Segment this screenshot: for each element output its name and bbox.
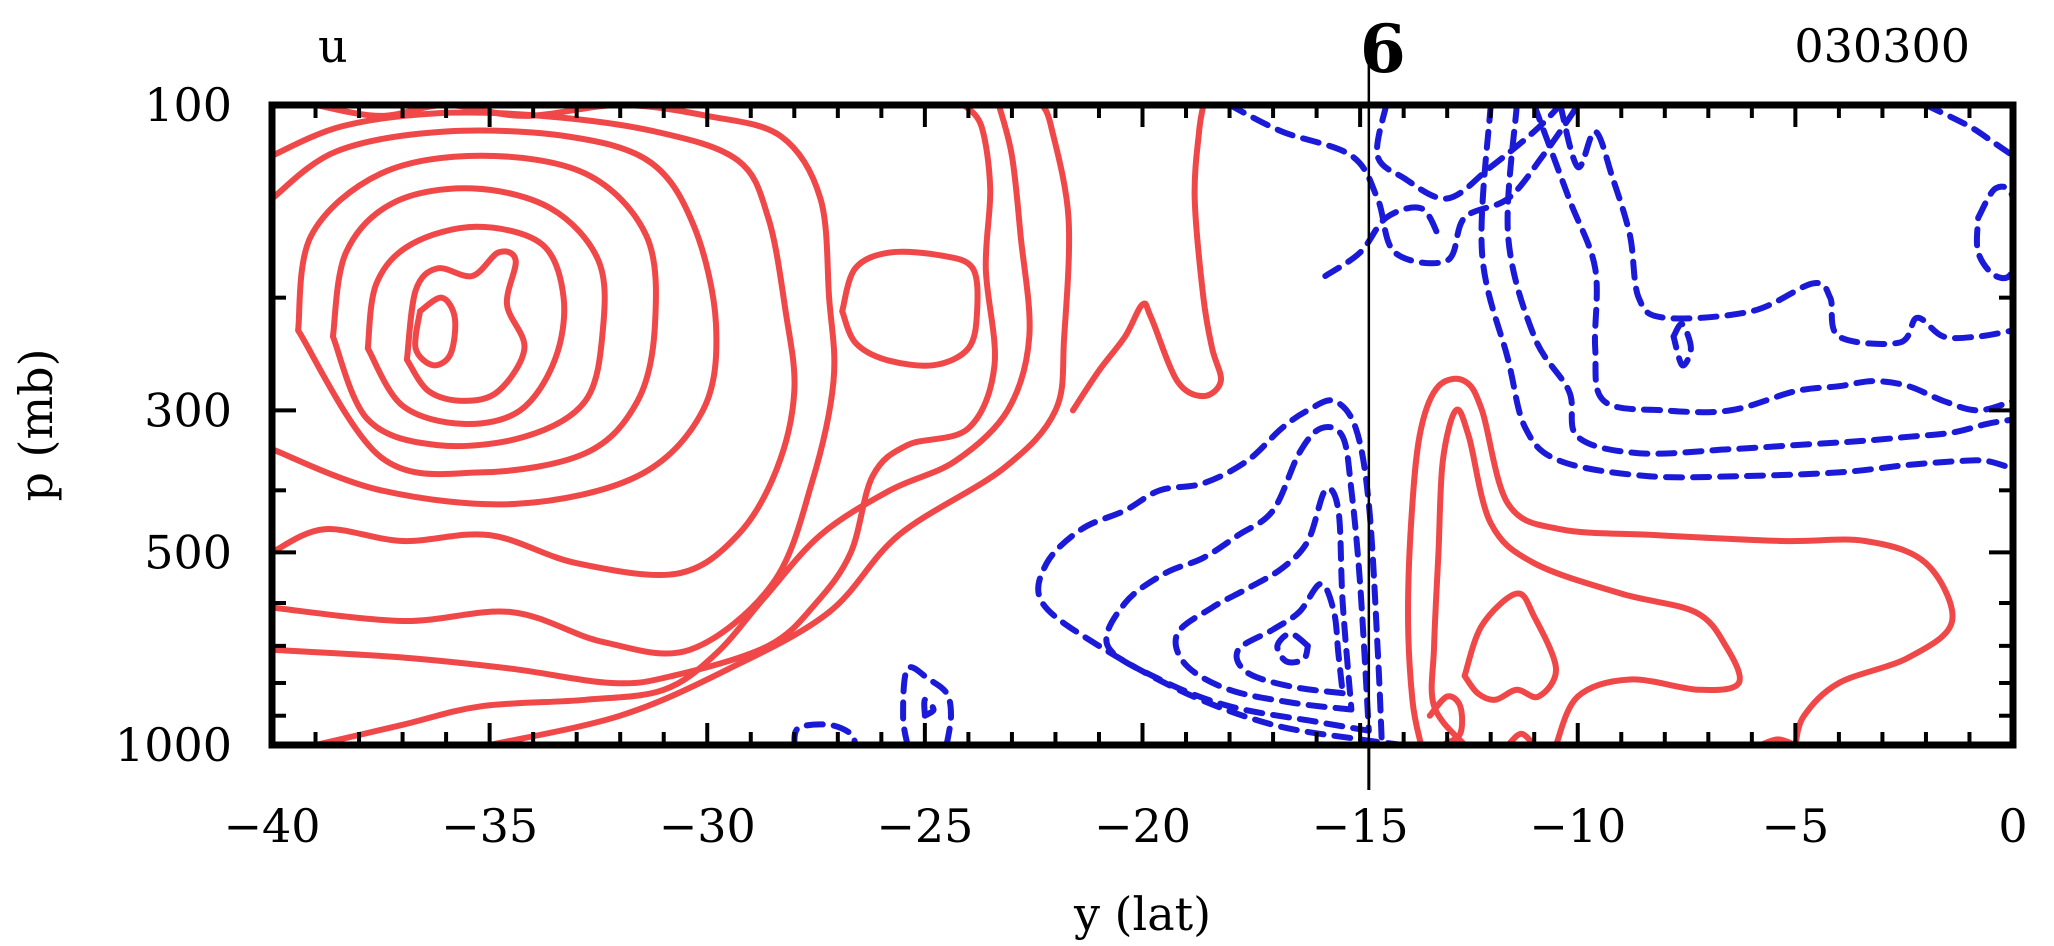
marker-label: 6 (1360, 10, 1406, 88)
contour-west-outer-3 (272, 105, 998, 687)
contour-east-shelf-3 (1504, 105, 2013, 457)
contour-east-upper-1 (1226, 105, 1581, 267)
x-tick-label: −25 (876, 799, 973, 853)
contour-east-corner (1922, 105, 2013, 159)
contour-jet-core-4 (329, 185, 608, 450)
contour-upper-closed-max (839, 248, 981, 369)
x-tick-label: −20 (1094, 799, 1191, 853)
contour-east-small-2 (1973, 183, 2013, 282)
contour-jet-core-3 (364, 223, 568, 427)
plot-frame (268, 101, 2017, 749)
y-tick-label: 100 (144, 78, 232, 132)
y-tick-label: 500 (144, 525, 232, 579)
contour-east-shelf-2 (1531, 105, 2013, 416)
contour-jet-core-2 (403, 248, 528, 404)
contour-cyclone-4 (1233, 580, 1346, 697)
contour-west-outer-2 (272, 105, 838, 657)
contour-east-small-1 (1670, 321, 1694, 369)
contour-lines (272, 105, 2013, 745)
contour-surface-neg-3 (921, 696, 937, 719)
timestamp-label: 030300 (1794, 19, 1970, 73)
contour-mid-tongue (1069, 105, 1224, 414)
contour-jet-core-6 (272, 127, 720, 508)
contour-low-jet-outer (1405, 375, 1956, 745)
x-axis-title: y (lat) (1073, 887, 1211, 941)
x-tick-label: −30 (659, 799, 756, 853)
contour-cyclone-3 (1172, 485, 1355, 713)
contour-low-jet-4 (1426, 693, 1466, 745)
contour-low-jet-2 (1428, 406, 1743, 745)
x-tick-label: 0 (1998, 799, 2027, 853)
y-tick-labels: 100 300 500 1000 (115, 78, 232, 772)
contour-east-upper-2 (1373, 105, 1564, 202)
y-tick-label: 300 (144, 383, 232, 437)
contour-west-outer-5 (486, 105, 1073, 745)
contour-east-shelf-4 (1478, 105, 2013, 481)
contour-jet-core-5 (295, 152, 659, 478)
contour-cyclone-core (1274, 630, 1311, 666)
x-tick-label: −10 (1529, 799, 1626, 853)
contour-west-outer-4 (312, 105, 1033, 745)
x-tick-labels: −40 −35 −30 −25 −20 −15 −10 −5 0 (223, 799, 2027, 853)
contour-jet-core-inner (412, 294, 459, 369)
x-tick-label: −15 (1312, 799, 1409, 853)
y-tick-label: 1000 (115, 718, 232, 772)
contour-east-upper-3 (1322, 204, 1442, 279)
y-axis-title: p (mb) (9, 348, 63, 501)
x-tick-label: −40 (223, 799, 320, 853)
x-tick-label: −35 (441, 799, 538, 853)
chart-title: u (318, 19, 348, 73)
contour-low-jet-3 (1461, 590, 1559, 703)
contour-cyclone-outer (1035, 397, 1407, 745)
contour-surface-neg-2 (900, 664, 954, 745)
contour-east-shelf-1 (1557, 105, 2013, 347)
x-tick-label: −5 (1761, 799, 1829, 853)
contour-cyclone-2 (1103, 424, 1372, 734)
